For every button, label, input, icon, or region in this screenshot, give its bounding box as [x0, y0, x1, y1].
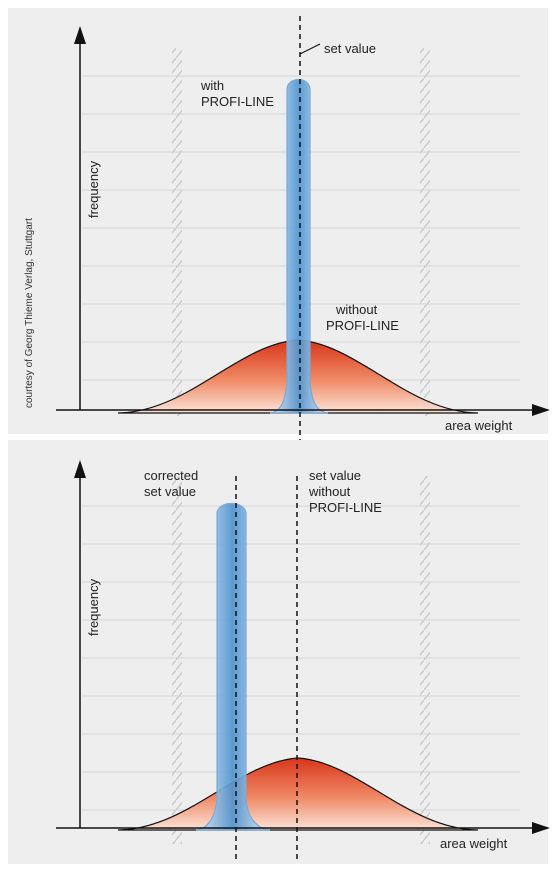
corrected-set-value-label: set value — [144, 484, 196, 499]
without-profiline-label: PROFI-LINE — [309, 500, 382, 515]
y-axis-label: frequency — [86, 578, 101, 636]
y-axis-arrow — [74, 460, 86, 478]
x-axis-arrow — [532, 404, 550, 416]
with-label: with — [200, 78, 224, 93]
y-axis-label: frequency — [86, 160, 101, 218]
x-axis-arrow — [532, 822, 550, 834]
tolerance-hatch-bands — [172, 48, 430, 416]
credit-text: courtesy of Georg Thieme Verlag, Stuttga… — [24, 218, 35, 408]
x-axis-label: area weight — [445, 418, 513, 433]
x-axis-label: area weight — [440, 836, 508, 851]
tolerance-hatch-bands — [172, 476, 430, 844]
upper-tolerance-band — [420, 476, 430, 844]
top-diagram: frequency area weight set value with PRO… — [24, 16, 550, 440]
wide-distribution-curve — [117, 757, 479, 831]
without-profiline-label: PROFI-LINE — [326, 318, 399, 333]
without-label: without — [308, 484, 351, 499]
set-value-leader — [299, 43, 321, 55]
set-value-label: set value — [309, 468, 361, 483]
top-diagram-panel: frequency area weight set value with PRO… — [8, 8, 550, 440]
bottom-diagram-panel: frequency area weight corrected set valu… — [8, 440, 550, 864]
set-value-label: set value — [324, 41, 376, 56]
narrow-distribution-curve — [195, 502, 271, 831]
corrected-label: corrected — [144, 468, 198, 483]
y-axis-arrow — [74, 26, 86, 44]
upper-tolerance-band — [420, 48, 430, 416]
lower-tolerance-band — [172, 48, 182, 416]
lower-tolerance-band — [172, 476, 182, 844]
without-label: without — [335, 302, 378, 317]
with-profiline-label: PROFI-LINE — [201, 94, 274, 109]
bottom-diagram: frequency area weight corrected set valu… — [56, 460, 550, 862]
